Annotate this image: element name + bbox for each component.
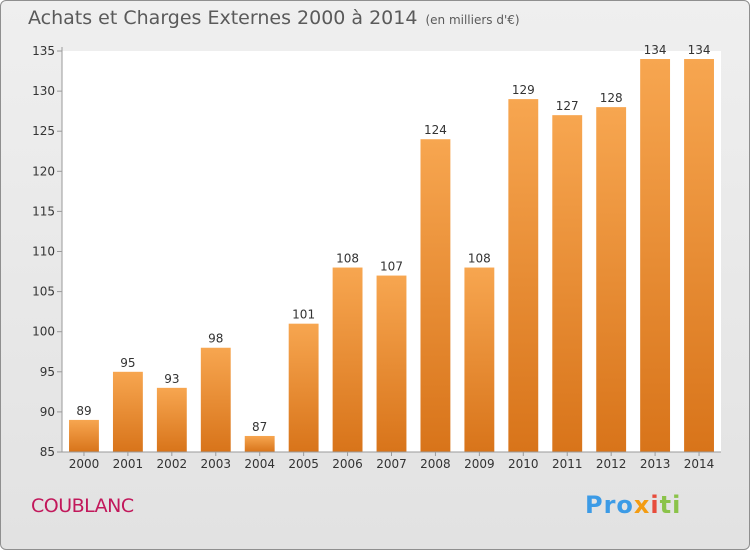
logo-part-3: i <box>650 491 660 519</box>
bar-value-label: 128 <box>600 91 623 105</box>
bar-value-label: 134 <box>688 43 711 57</box>
bar <box>640 59 671 453</box>
y-tick-label: 110 <box>32 245 55 259</box>
bar-value-label: 93 <box>164 372 179 386</box>
bar-value-label: 87 <box>252 420 267 434</box>
bar <box>376 275 407 452</box>
bar-value-label: 89 <box>76 404 91 418</box>
bar <box>596 107 627 452</box>
bar <box>200 347 231 452</box>
x-tick-label: 2005 <box>288 457 319 471</box>
bar <box>684 59 714 453</box>
x-tick-label: 2006 <box>332 457 363 471</box>
x-tick-label: 2013 <box>640 457 671 471</box>
bar-value-label: 108 <box>468 252 491 266</box>
x-tick-label: 2010 <box>508 457 539 471</box>
bar <box>69 419 99 452</box>
bar <box>244 435 275 452</box>
x-tick-label: 2000 <box>69 457 100 471</box>
bar <box>508 99 539 453</box>
x-tick-label: 2001 <box>113 457 144 471</box>
x-tick-label: 2004 <box>244 457 275 471</box>
y-tick-label: 90 <box>40 405 55 419</box>
bar <box>552 115 583 452</box>
bar-value-label: 95 <box>120 356 135 370</box>
bar-value-label: 124 <box>424 123 447 137</box>
bars-group: 89 95 93 98 87 101 108 107 124 108 129 127 128 134 134 <box>69 43 714 453</box>
bar-value-label: 127 <box>556 99 579 113</box>
bar-value-label: 107 <box>380 260 403 274</box>
y-tick-label: 130 <box>32 84 55 98</box>
x-axis: 2000 2001 2002 2003 2004 2005 2006 2007 2008 2009… <box>62 451 721 471</box>
x-tick-label: 2002 <box>157 457 188 471</box>
bar-value-label: 134 <box>644 43 667 57</box>
y-axis: 85 90 95 100 105 110 115 120 125 130 135 <box>32 44 63 459</box>
y-tick-label: 115 <box>32 204 55 218</box>
location-label: COUBLANC <box>31 495 134 517</box>
y-tick-label: 85 <box>40 445 55 459</box>
logo-part-1: Pro <box>585 491 634 519</box>
bar-value-label: 108 <box>336 252 359 266</box>
bar-value-label: 101 <box>292 308 315 322</box>
bar <box>156 387 187 452</box>
y-tick-label: 125 <box>32 124 55 138</box>
chart-unit-note: (en milliers d'€) <box>425 13 520 27</box>
y-tick-label: 100 <box>32 325 55 339</box>
x-tick-label: 2011 <box>552 457 583 471</box>
chart-title-block: Achats et Charges Externes 2000 à 2014 (e… <box>28 7 520 29</box>
x-tick-label: 2003 <box>200 457 231 471</box>
x-tick-label: 2007 <box>376 457 407 471</box>
bar <box>112 371 143 452</box>
x-tick-label: 2014 <box>684 457 715 471</box>
chart-title: Achats et Charges Externes 2000 à 2014 <box>28 7 418 29</box>
bar <box>332 267 363 452</box>
bar <box>464 267 495 452</box>
y-tick-label: 135 <box>32 44 55 58</box>
bar-value-label: 129 <box>512 83 535 97</box>
y-tick-label: 105 <box>32 285 55 299</box>
bar <box>420 139 451 452</box>
logo-part-4: ti <box>659 491 682 519</box>
bar <box>288 323 319 452</box>
logo-part-2: x <box>633 491 651 519</box>
x-tick-label: 2009 <box>464 457 495 471</box>
bar-value-label: 98 <box>208 332 223 346</box>
x-tick-label: 2008 <box>420 457 451 471</box>
proxiti-logo: Proxiti <box>585 491 681 519</box>
x-tick-label: 2012 <box>596 457 627 471</box>
y-tick-label: 120 <box>32 164 55 178</box>
y-tick-label: 95 <box>40 365 55 379</box>
